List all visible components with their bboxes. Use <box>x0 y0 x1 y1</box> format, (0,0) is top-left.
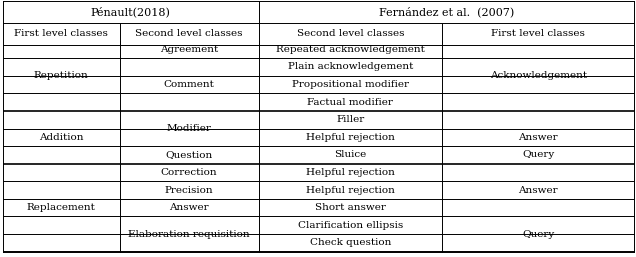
Text: Plain acknowledgement: Plain acknowledgement <box>287 62 413 71</box>
Text: Acknowledgement: Acknowledgement <box>490 71 587 80</box>
Text: Query: Query <box>522 230 555 238</box>
Text: Modifier: Modifier <box>167 124 212 133</box>
Text: Check question: Check question <box>310 238 391 247</box>
Text: Query: Query <box>522 150 555 159</box>
Text: Propositional modifier: Propositional modifier <box>292 80 409 89</box>
Text: Repeated acknowledgement: Repeated acknowledgement <box>276 45 425 54</box>
Text: Addition: Addition <box>39 133 83 142</box>
Text: Second level classes: Second level classes <box>135 29 243 38</box>
Text: Replacement: Replacement <box>27 203 95 212</box>
Text: Helpful rejection: Helpful rejection <box>306 168 395 177</box>
Text: Comment: Comment <box>163 80 214 89</box>
Text: Question: Question <box>165 150 213 159</box>
Text: Filler: Filler <box>336 115 364 124</box>
Text: Fernández et al.  (2007): Fernández et al. (2007) <box>379 7 515 17</box>
Text: Answer: Answer <box>169 203 209 212</box>
Text: Clarification ellipsis: Clarification ellipsis <box>298 221 403 230</box>
Text: Factual modifier: Factual modifier <box>307 98 393 107</box>
Text: Helpful rejection: Helpful rejection <box>306 186 395 195</box>
Text: Helpful rejection: Helpful rejection <box>306 133 395 142</box>
Text: Pénault(2018): Pénault(2018) <box>91 7 170 17</box>
Text: Answer: Answer <box>518 186 558 195</box>
Text: Precision: Precision <box>165 186 214 195</box>
Text: Sluice: Sluice <box>334 150 366 159</box>
Text: Elaboration requisition: Elaboration requisition <box>128 230 250 238</box>
Text: Answer: Answer <box>518 133 558 142</box>
Text: Second level classes: Second level classes <box>296 29 404 38</box>
Text: First level classes: First level classes <box>14 29 108 38</box>
Text: First level classes: First level classes <box>492 29 585 38</box>
Text: Short answer: Short answer <box>315 203 385 212</box>
Text: Agreement: Agreement <box>160 45 218 54</box>
Text: Correction: Correction <box>161 168 218 177</box>
Text: Repetition: Repetition <box>34 71 88 80</box>
